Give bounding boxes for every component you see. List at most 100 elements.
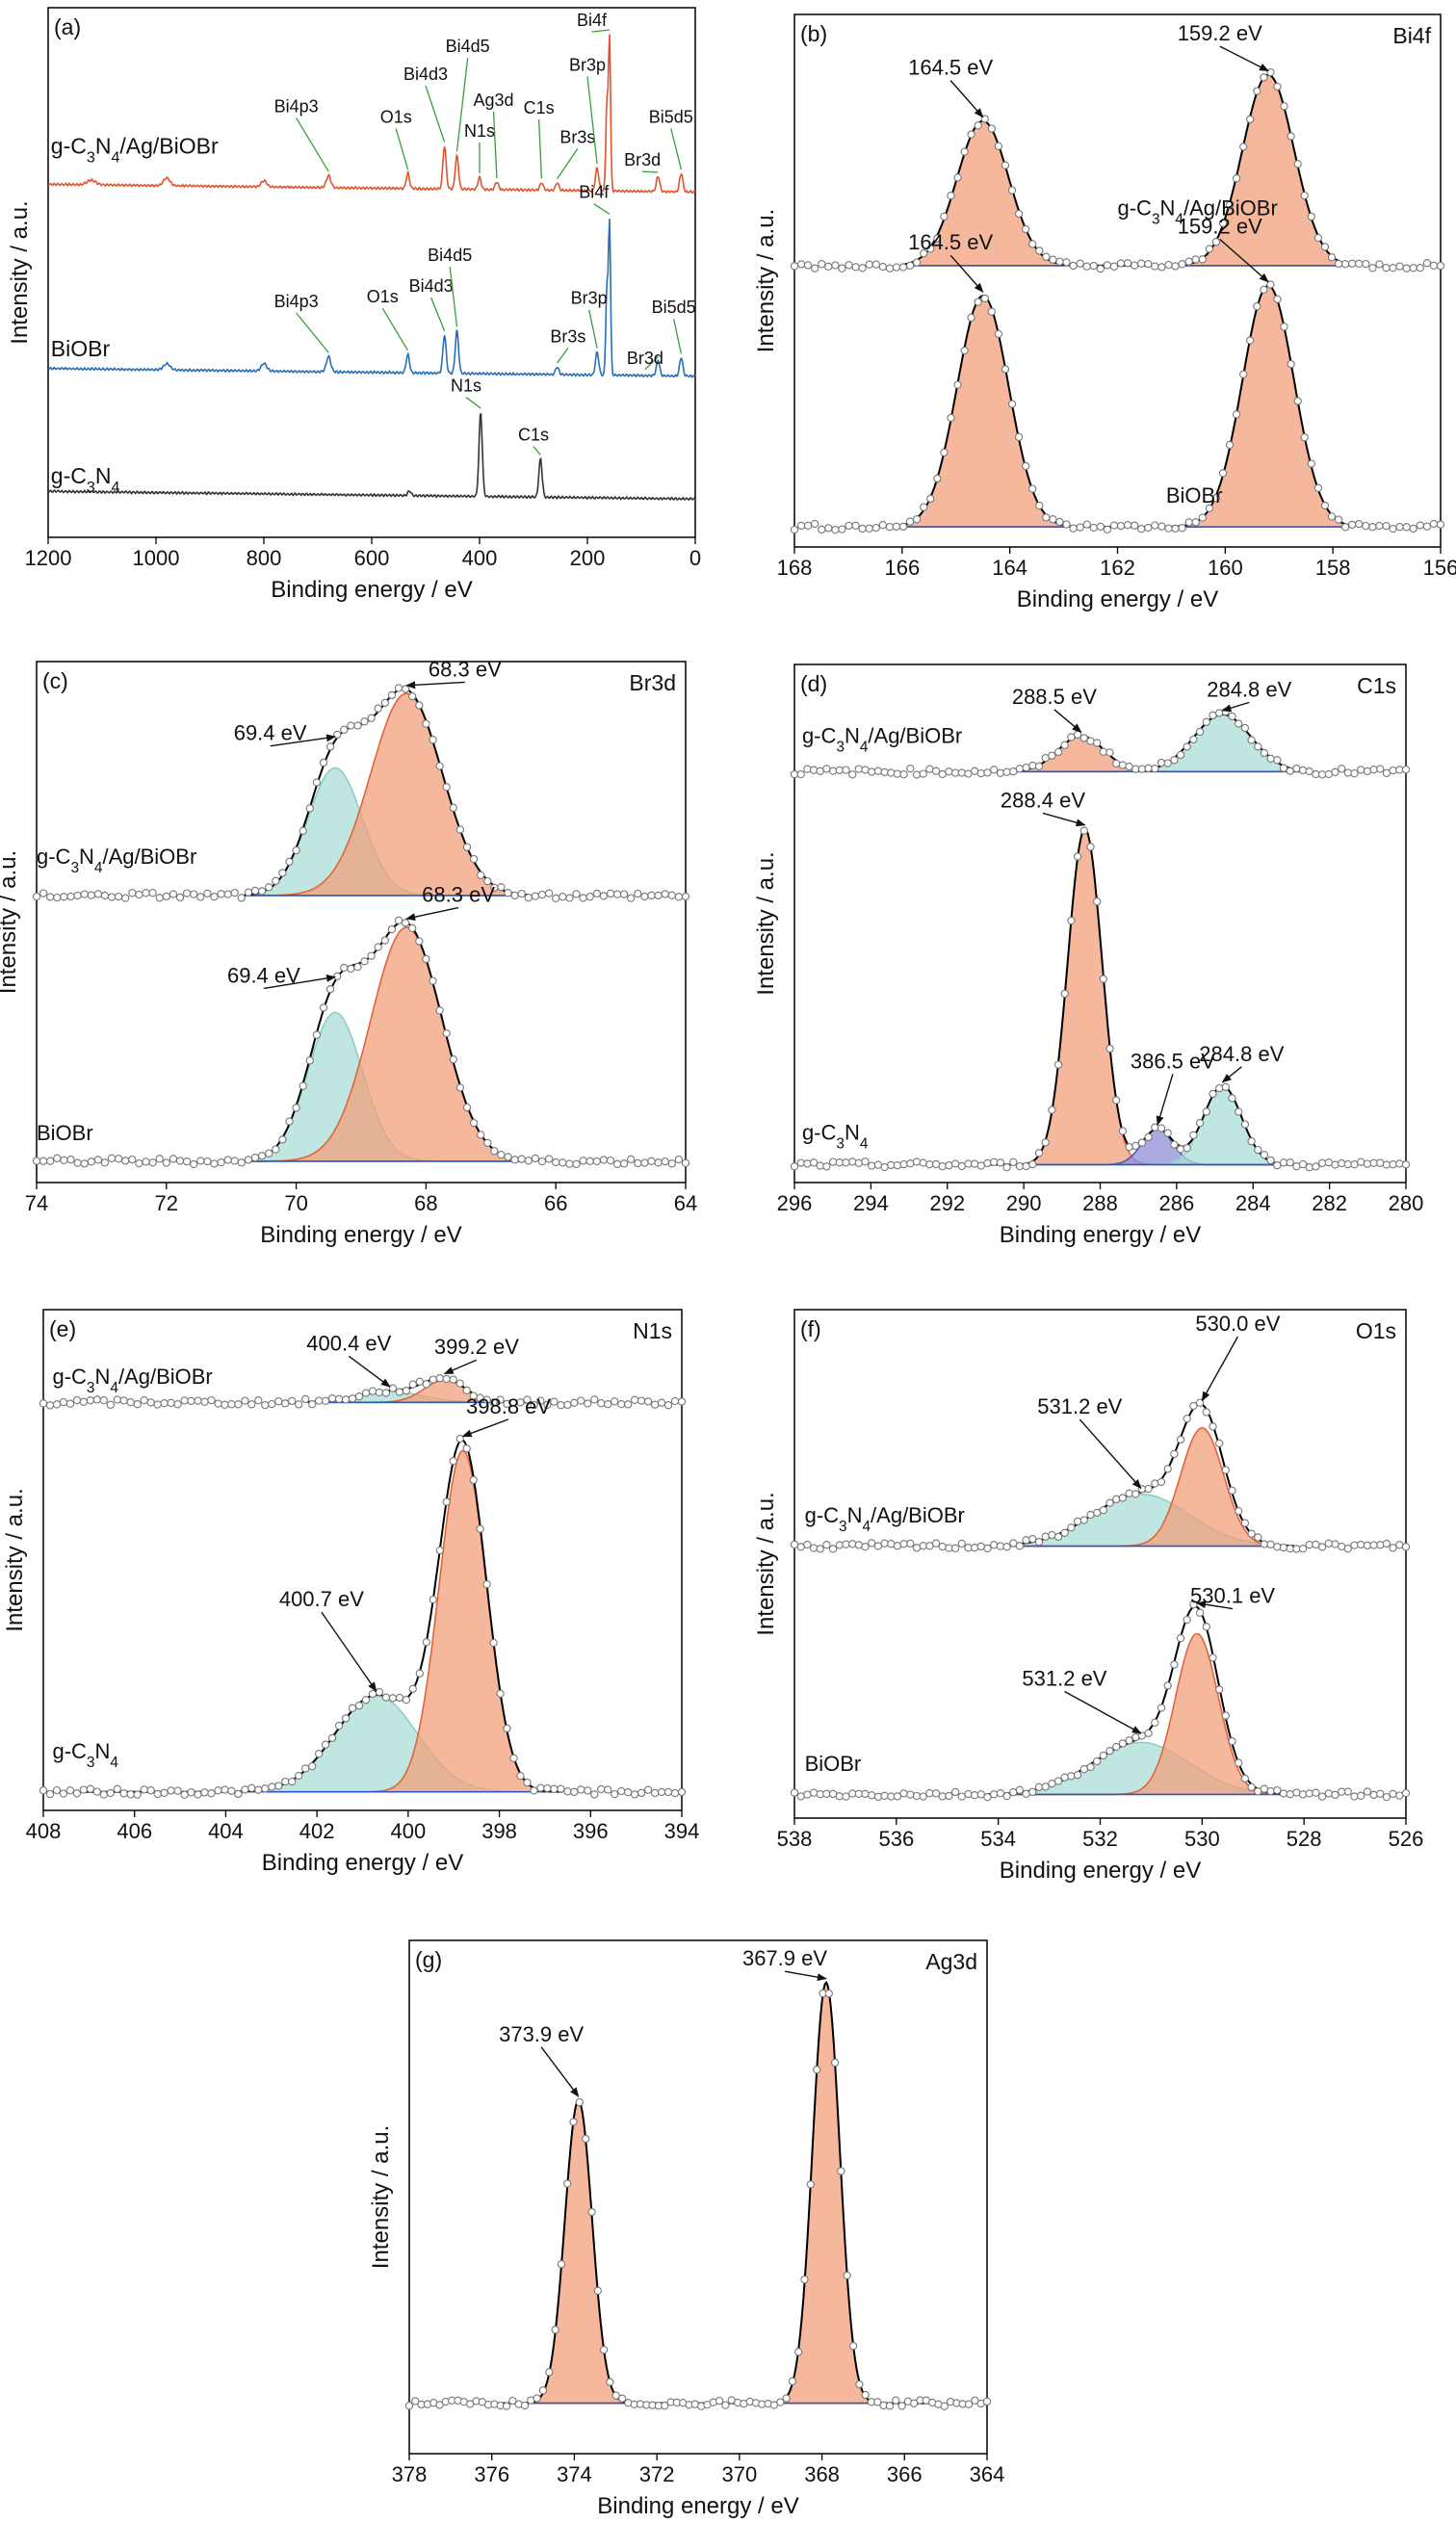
data-point [878,521,887,530]
data-point [327,1394,337,1403]
data-point [292,845,300,855]
data-point [1099,1506,1107,1515]
data-point [415,1377,424,1386]
peak-leader-line [455,58,469,152]
data-point [1191,255,1200,264]
data-point [910,2399,919,2407]
data-point [1178,260,1186,269]
data-point [1235,1507,1243,1516]
data-point [489,1398,498,1407]
data-point [1300,191,1309,200]
x-axis-label: Binding energy / eV [1000,1222,1201,1248]
x-tick-label: 64 [674,1191,697,1215]
data-point [873,2398,882,2406]
fit-component-area [985,1129,1311,1165]
data-point [1382,1160,1391,1169]
x-tick-label: 162 [1100,556,1135,580]
data-point [1232,410,1241,419]
data-point [848,1540,857,1548]
data-point [455,825,465,834]
x-tick-label: 66 [544,1191,567,1215]
data-point [953,380,962,389]
peak-arrow [540,2046,580,2097]
data-point [469,1118,479,1128]
data-point [715,2396,724,2406]
element-label: C1s [1357,673,1396,698]
data-point [619,890,629,898]
data-point [1221,1711,1230,1720]
data-point [1021,224,1030,234]
data-point [1313,233,1323,243]
data-point [1369,766,1378,774]
data-point [667,891,676,899]
data-point [301,1764,310,1773]
data-point [126,1790,135,1799]
data-point [257,1152,267,1160]
data-point [497,1151,506,1159]
data-point [408,691,417,701]
data-point [663,1787,673,1797]
y-axis-label: Intensity / a.u. [2,1488,28,1631]
data-point [920,249,928,258]
data-point [816,1545,824,1553]
data-point [822,765,831,773]
data-point [1389,1544,1397,1552]
data-point [1240,723,1250,733]
data-point [933,234,942,243]
peak-label: Ag3d [474,91,514,110]
data-point [65,1399,75,1408]
data-point [1009,767,1018,776]
data-point [1028,761,1037,770]
data-point [788,2377,797,2385]
data-point [892,263,901,272]
data-point [861,766,870,774]
data-point [1292,1788,1301,1797]
data-point [950,1159,960,1168]
data-point [1317,1543,1327,1551]
data-point [990,1541,999,1549]
data-point [531,892,540,900]
data-point [360,717,369,726]
data-point [1357,1540,1365,1549]
data-point [964,2400,974,2408]
data-point [1042,252,1051,261]
series-line [47,34,696,195]
peak-leader-line [670,128,683,170]
data-point [964,1789,973,1799]
peak-leader-line [537,118,543,179]
x-tick-label: 370 [721,2462,757,2486]
data-point [790,769,799,779]
data-point [1357,1157,1365,1166]
data-point [1247,1529,1256,1538]
x-axis-label: Binding energy / eV [260,1222,461,1248]
data-point [838,264,846,273]
data-point [1312,1540,1320,1549]
data-point [1202,1408,1210,1417]
x-tick-label: 526 [1389,1827,1424,1851]
data-point [674,893,684,901]
data-point [1389,264,1397,273]
data-point [1002,1791,1011,1801]
peak-label: C1s [524,98,555,117]
data-point [272,876,280,885]
data-point [1246,336,1255,345]
data-point [1240,1120,1250,1129]
data-point [828,1789,838,1799]
peak-label: 164.5 eV [908,230,993,254]
x-tick-label: 408 [26,1819,62,1843]
data-point [796,1158,805,1167]
data-point [214,1399,222,1408]
data-point [516,1398,525,1407]
data-point [272,1145,280,1154]
data-point [1067,1523,1076,1532]
data-point [871,523,880,533]
data-point [292,1104,300,1112]
data-point [1184,518,1193,527]
data-point [1317,770,1327,779]
data-point [1307,212,1315,221]
data-point [1144,523,1153,533]
data-point [960,346,969,355]
data-point [816,767,824,775]
data-point [617,1786,626,1796]
